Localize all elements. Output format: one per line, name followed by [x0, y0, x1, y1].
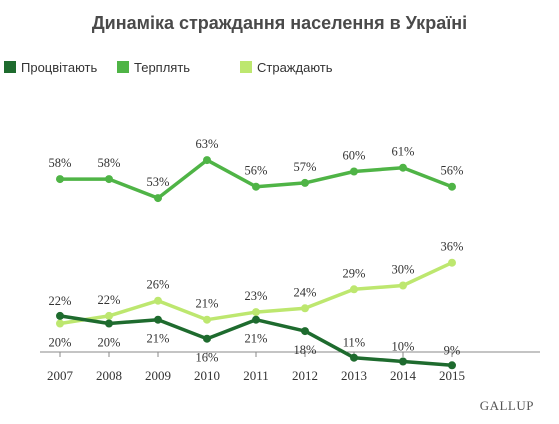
legend-label-1: Терплять — [134, 60, 190, 75]
data-label-1-8: 56% — [441, 164, 464, 178]
data-label-0-1: 20% — [98, 336, 121, 350]
x-tick-label-0: 2007 — [47, 368, 74, 383]
series-2-point-8 — [448, 258, 456, 267]
data-label-1-7: 61% — [392, 145, 415, 159]
data-label-1-1: 58% — [98, 156, 121, 170]
series-0-point-4 — [252, 315, 260, 324]
series-1-point-5 — [301, 178, 309, 187]
x-tick-label-2: 2009 — [145, 368, 171, 383]
data-label-2-7: 30% — [392, 263, 415, 277]
series-2-point-6 — [350, 285, 358, 294]
brand-logo: GALLUP — [480, 398, 534, 413]
x-tick-label-1: 2008 — [96, 368, 122, 383]
series-0-point-1 — [105, 319, 113, 328]
series-1-point-3 — [203, 156, 211, 165]
data-label-2-4: 23% — [245, 289, 268, 303]
data-label-1-2: 53% — [147, 175, 170, 189]
chart-title: Динаміка страждання населення в Україні — [92, 13, 467, 33]
legend-swatch-1 — [117, 61, 129, 73]
legend: Процвітають Терплять Страждають — [4, 60, 333, 75]
series-2-point-1 — [105, 311, 113, 320]
series-2-point-3 — [203, 315, 211, 324]
data-label-2-5: 24% — [294, 285, 317, 299]
x-tick-label-4: 2011 — [243, 368, 269, 383]
series-0-point-7 — [399, 357, 407, 366]
data-label-2-6: 29% — [343, 266, 366, 280]
series-0-point-5 — [301, 327, 309, 336]
data-label-0-2: 21% — [147, 332, 170, 346]
x-tick-label-5: 2012 — [292, 368, 318, 383]
data-label-1-0: 58% — [49, 156, 72, 170]
data-label-2-8: 36% — [441, 240, 464, 254]
data-label-0-7: 10% — [392, 340, 415, 354]
data-label-0-3: 16% — [196, 351, 219, 365]
series-1-point-8 — [448, 182, 456, 191]
series-0-point-6 — [350, 353, 358, 362]
series-0-point-2 — [154, 315, 162, 324]
data-label-2-2: 26% — [147, 278, 170, 292]
legend-label-0: Процвітають — [21, 60, 98, 75]
series-1-point-7 — [399, 163, 407, 172]
series-layer — [56, 156, 456, 370]
data-label-0-5: 18% — [294, 343, 317, 357]
series-2-point-5 — [301, 304, 309, 313]
series-1-point-0 — [56, 175, 64, 184]
data-label-0-4: 21% — [245, 332, 268, 346]
legend-label-2: Страждають — [257, 60, 333, 75]
series-0-point-8 — [448, 361, 456, 370]
data-label-1-3: 63% — [196, 137, 219, 151]
data-label-0-6: 11% — [343, 336, 365, 350]
series-2-point-4 — [252, 308, 260, 317]
data-label-0-0: 22% — [49, 294, 72, 308]
data-label-2-3: 21% — [196, 297, 219, 311]
data-labels: 22% 20% 21% 16% 21% 18% 11% 10% 9% 58% 58% 53% 63% 56… — [49, 137, 464, 365]
data-label-2-1: 22% — [98, 293, 121, 307]
series-1-point-4 — [252, 182, 260, 191]
x-tick-label-8: 2015 — [439, 368, 465, 383]
series-1-point-2 — [154, 194, 162, 203]
series-0-point-0 — [56, 311, 64, 320]
series-1-point-6 — [350, 167, 358, 176]
legend-swatch-0 — [4, 61, 16, 73]
series-1-point-1 — [105, 175, 113, 184]
series-0-point-3 — [203, 334, 211, 343]
data-label-1-5: 57% — [294, 160, 317, 174]
data-label-1-4: 56% — [245, 164, 268, 178]
series-2-point-2 — [154, 296, 162, 305]
data-label-2-0: 20% — [49, 336, 72, 350]
x-tick-label-7: 2014 — [390, 368, 417, 383]
series-2-point-0 — [56, 319, 64, 328]
legend-swatch-2 — [240, 61, 252, 73]
x-tick-label-3: 2010 — [194, 368, 220, 383]
data-label-0-8: 9% — [444, 343, 461, 357]
x-tick-label-6: 2013 — [341, 368, 367, 383]
data-label-1-6: 60% — [343, 149, 366, 163]
x-axis-ticks: 2007 2008 2009 2010 2011 2012 2013 2014 2015 — [47, 352, 465, 383]
series-2-point-7 — [399, 281, 407, 290]
